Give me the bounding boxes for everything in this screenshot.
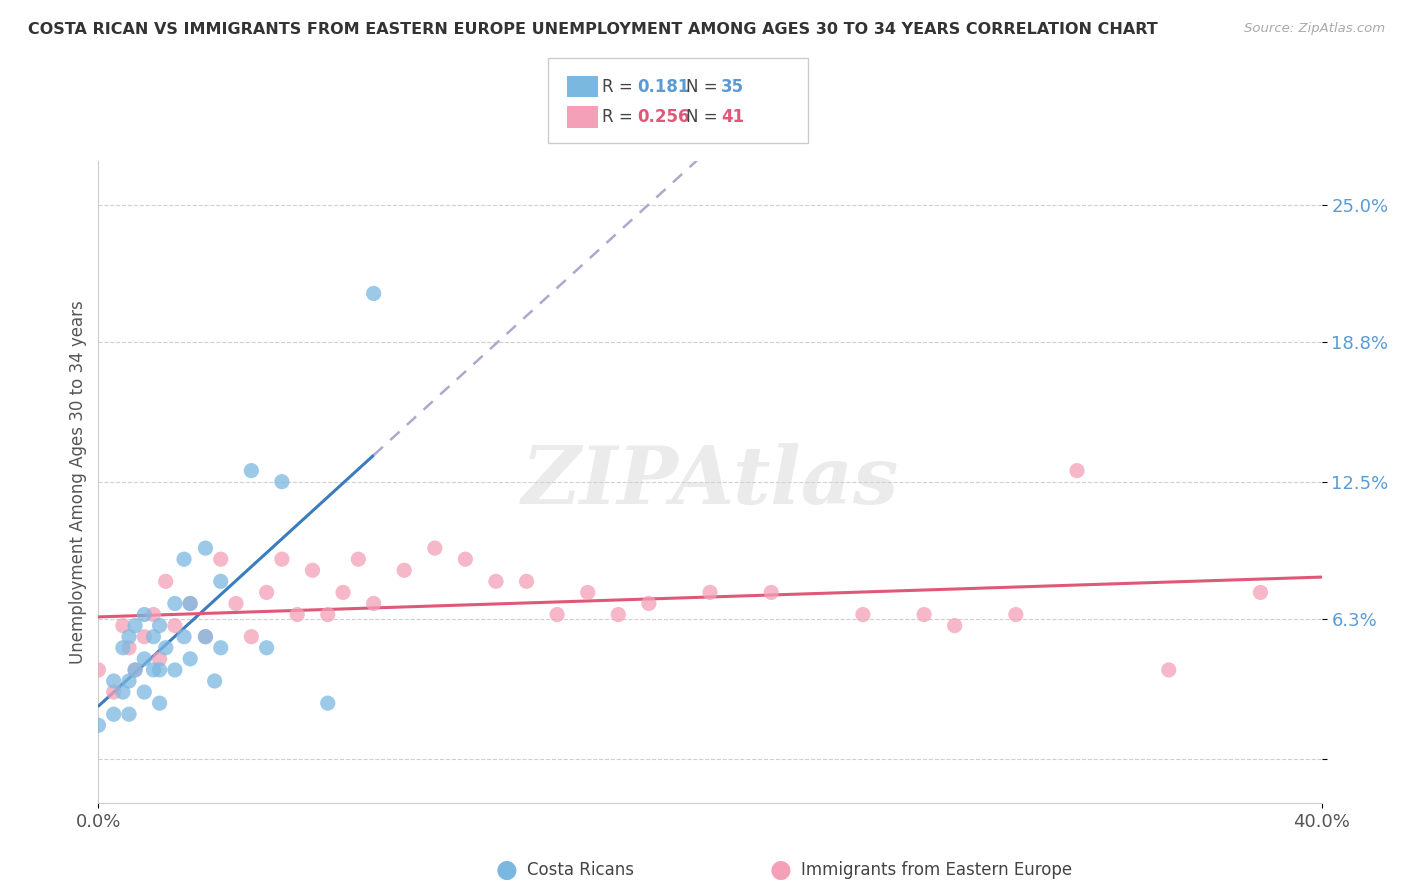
Point [1066, 464, 1088, 478]
Point [103, 685, 125, 699]
Point [173, 552, 195, 566]
Point [332, 585, 354, 599]
Point [194, 630, 217, 644]
Point [87, 663, 110, 677]
Point [149, 618, 172, 632]
Point [607, 607, 630, 622]
Point [163, 663, 186, 677]
Point [363, 286, 385, 301]
Y-axis label: Unemployment Among Ages 30 to 34 years: Unemployment Among Ages 30 to 34 years [69, 300, 87, 664]
Text: COSTA RICAN VS IMMIGRANTS FROM EASTERN EUROPE UNEMPLOYMENT AMONG AGES 30 TO 34 Y: COSTA RICAN VS IMMIGRANTS FROM EASTERN E… [28, 22, 1159, 37]
Point [118, 630, 141, 644]
Text: N =: N = [686, 78, 723, 95]
Point [173, 630, 195, 644]
Point [209, 574, 232, 589]
Text: 0.181: 0.181 [637, 78, 689, 95]
Text: R =: R = [602, 78, 638, 95]
Point [546, 607, 568, 622]
Point [179, 597, 201, 611]
Point [155, 640, 177, 655]
Text: N =: N = [686, 108, 723, 126]
Point [209, 640, 232, 655]
Point [1157, 663, 1180, 677]
Point [485, 574, 508, 589]
Point [256, 640, 278, 655]
Point [155, 574, 177, 589]
Point [118, 707, 141, 722]
Point [852, 607, 875, 622]
Point [149, 696, 172, 710]
Point [240, 630, 263, 644]
Text: Immigrants from Eastern Europe: Immigrants from Eastern Europe [801, 861, 1073, 879]
Point [316, 607, 339, 622]
Point [576, 585, 599, 599]
Point [454, 552, 477, 566]
Point [270, 475, 292, 489]
Point [134, 630, 156, 644]
Point [347, 552, 370, 566]
Point [163, 618, 186, 632]
Point [134, 607, 156, 622]
Point [225, 597, 247, 611]
Point [256, 585, 278, 599]
Text: 35: 35 [721, 78, 744, 95]
Text: Costa Ricans: Costa Ricans [527, 861, 634, 879]
Point [118, 640, 141, 655]
Point [516, 574, 538, 589]
Point [142, 607, 165, 622]
Point [759, 585, 782, 599]
Point [699, 585, 721, 599]
Point [134, 652, 156, 666]
Point [111, 685, 134, 699]
Point [316, 696, 339, 710]
Point [149, 663, 172, 677]
Point [209, 552, 232, 566]
Point [111, 618, 134, 632]
Point [194, 541, 217, 555]
Text: ●: ● [769, 858, 792, 881]
Point [1249, 585, 1271, 599]
Point [124, 618, 146, 632]
Text: ZIPAtlas: ZIPAtlas [522, 443, 898, 520]
Point [149, 652, 172, 666]
Point [392, 563, 416, 577]
Point [87, 718, 110, 732]
Point [179, 652, 201, 666]
Point [163, 597, 186, 611]
Point [103, 707, 125, 722]
Point [912, 607, 935, 622]
Point [285, 607, 308, 622]
Text: ●: ● [495, 858, 517, 881]
Point [204, 673, 226, 688]
Text: 41: 41 [721, 108, 744, 126]
Point [423, 541, 446, 555]
Point [943, 618, 966, 632]
Point [363, 597, 385, 611]
Point [111, 640, 134, 655]
Point [142, 663, 165, 677]
Point [194, 630, 217, 644]
Point [142, 630, 165, 644]
Point [637, 597, 661, 611]
Point [240, 464, 263, 478]
Point [134, 685, 156, 699]
Text: Source: ZipAtlas.com: Source: ZipAtlas.com [1244, 22, 1385, 36]
Point [1004, 607, 1026, 622]
Text: 0.256: 0.256 [637, 108, 689, 126]
Point [118, 673, 141, 688]
Point [301, 563, 323, 577]
Point [103, 673, 125, 688]
Point [179, 597, 201, 611]
Text: R =: R = [602, 108, 638, 126]
Point [270, 552, 292, 566]
Point [124, 663, 146, 677]
Point [124, 663, 146, 677]
